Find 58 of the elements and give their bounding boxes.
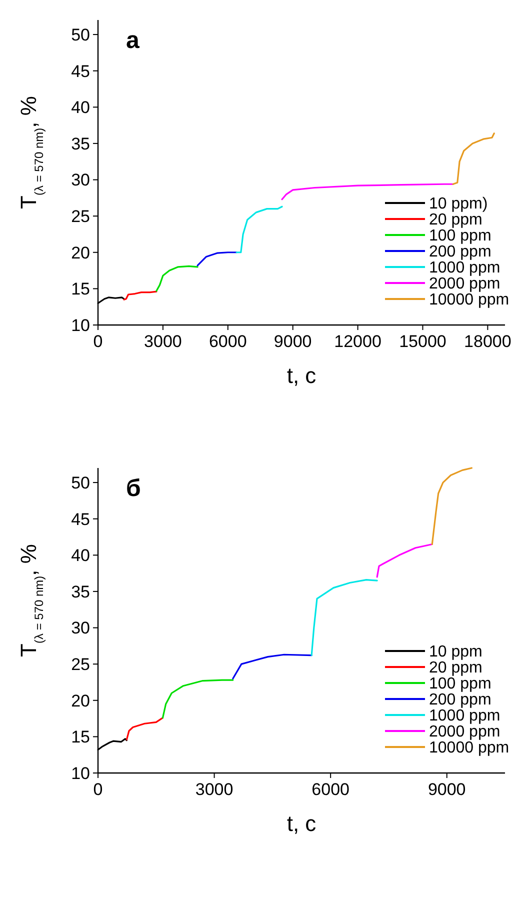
x-tick-label: 3000 — [195, 780, 234, 799]
x-tick-label: 15000 — [399, 332, 446, 351]
legend-label: 1000 ppm — [429, 260, 500, 277]
y-tick-label: 15 — [71, 280, 90, 299]
x-axis-title: t, с — [286, 811, 316, 836]
legend-label: 20 ppm — [429, 660, 482, 677]
line-series — [431, 467, 472, 546]
x-tick-label: 9000 — [274, 332, 312, 351]
annotation: а — [126, 27, 140, 54]
y-tick-label: 35 — [71, 134, 90, 154]
legend-label: 100 ppm — [429, 676, 492, 693]
y-tick-label: 20 — [71, 243, 90, 262]
y-tick-label: 45 — [71, 62, 90, 81]
x-tick-label: 0 — [93, 780, 103, 799]
legend-label: 2000 ppm — [429, 276, 500, 293]
line-series — [452, 132, 495, 185]
line-series — [376, 543, 433, 578]
y-tick-label: 10 — [71, 764, 90, 783]
line-series — [156, 265, 198, 292]
x-tick-label: 6000 — [312, 780, 350, 799]
x-tick-label: 12000 — [334, 332, 382, 351]
y-tick-label: 35 — [71, 582, 90, 602]
y-tick-label: 10 — [71, 316, 90, 335]
line-series — [126, 717, 164, 740]
legend-label: 10 ppm — [429, 644, 482, 661]
x-tick-label: 6000 — [208, 332, 247, 351]
legend-label: 200 ppm — [429, 244, 492, 261]
y-tick-label: 15 — [71, 728, 90, 747]
line-series — [236, 206, 283, 254]
line-series — [310, 579, 378, 656]
legend-label: 100 ppm — [429, 228, 492, 245]
y-tick-label: 30 — [71, 618, 90, 638]
y-tick-label: 25 — [71, 207, 90, 226]
line-series — [232, 654, 312, 680]
y-tick-label: 40 — [71, 98, 90, 118]
legend-label: 1000 ppm — [429, 708, 500, 725]
legend-label: 10000 ppm — [429, 740, 510, 757]
y-tick-label: 30 — [71, 170, 90, 190]
x-axis-title: t, с — [286, 363, 316, 388]
legend-label: 10 ppm) — [429, 196, 488, 213]
line-series — [123, 290, 158, 300]
x-tick-label: 0 — [93, 332, 103, 351]
x-tick-label: 9000 — [428, 780, 466, 799]
x-tick-label: 3000 — [144, 332, 182, 351]
legend-label: 10000 ppm — [429, 292, 510, 309]
y-tick-label: 20 — [71, 691, 90, 710]
legend-label: 2000 ppm — [429, 724, 500, 741]
annotation: б — [126, 475, 141, 502]
legend-label: 20 ppm — [429, 212, 482, 229]
y-tick-label: 50 — [71, 473, 90, 492]
y-tick-label: 40 — [71, 546, 90, 566]
line-series — [162, 679, 234, 719]
line-series — [196, 252, 238, 266]
x-tick-label: 18000 — [464, 332, 512, 351]
y-tick-label: 25 — [71, 655, 90, 674]
y-tick-label: 50 — [71, 25, 90, 44]
legend-label: 200 ppm — [429, 692, 492, 709]
y-tick-label: 45 — [71, 510, 90, 529]
